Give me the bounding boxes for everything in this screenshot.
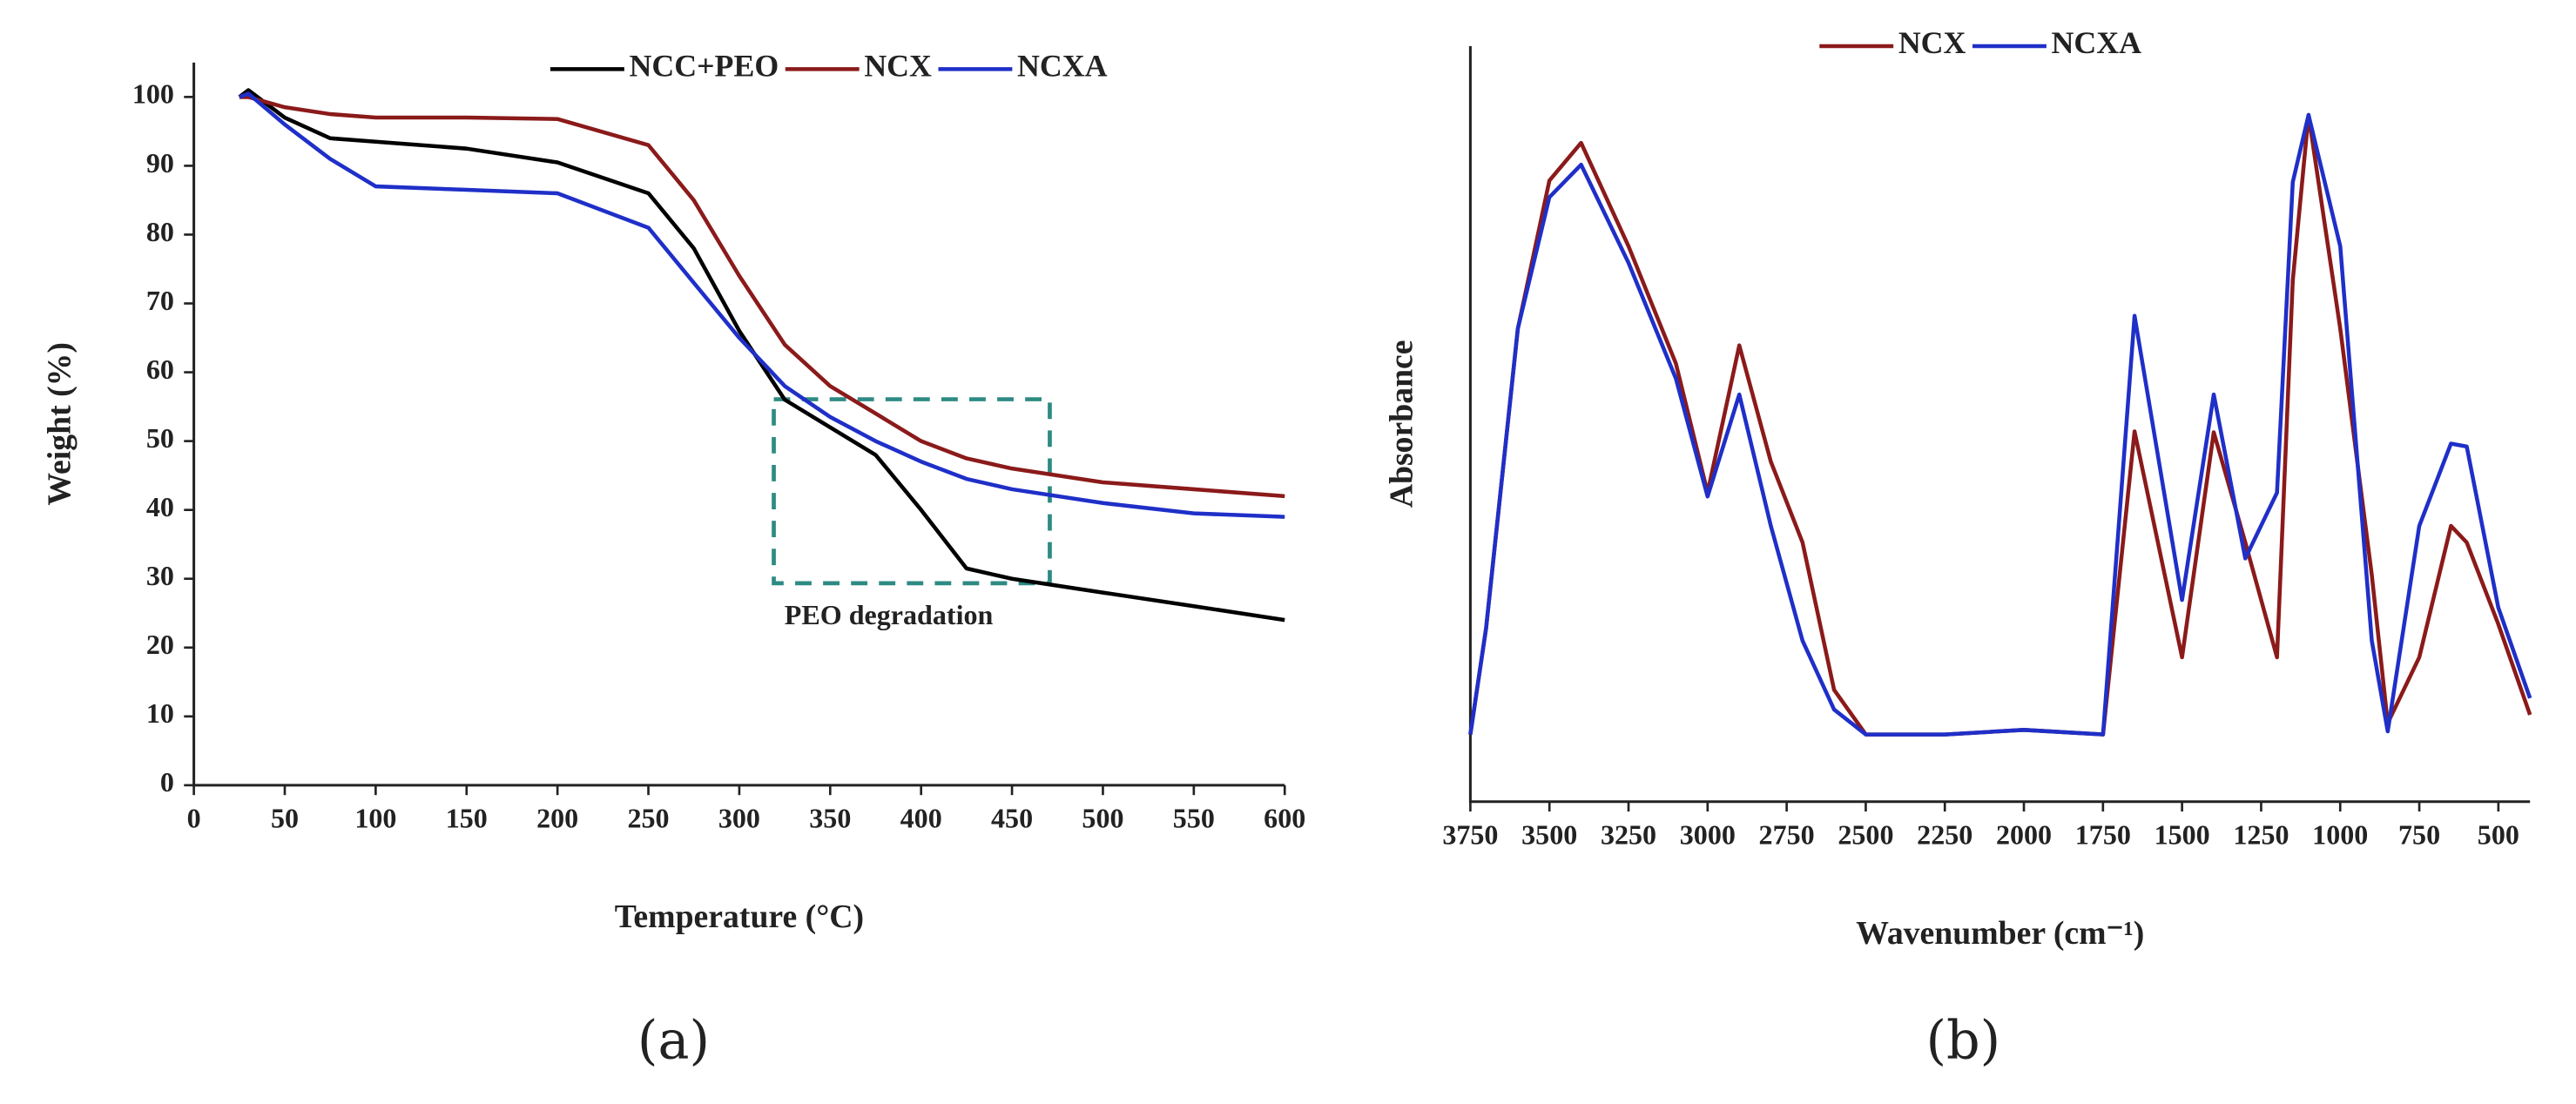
y-tick-label: 80 [146,216,174,247]
x-tick-label: 550 [1173,803,1215,834]
panel-label: (b) [1925,1011,2000,1072]
x-tick-label: 3250 [1601,819,1656,851]
y-axis-title: Weight (%) [41,342,78,506]
x-tick-label: 350 [809,803,851,834]
y-tick-label: 50 [146,422,174,454]
legend-label: NCC+PEO [630,49,779,84]
x-tick-label: 0 [187,803,201,834]
x-tick-label: 100 [354,803,396,834]
x-tick-label: 400 [900,803,942,834]
y-axis-title: Absorbance [1384,340,1420,508]
x-tick-label: 1750 [2075,819,2131,851]
legend-label: NCX [864,49,932,84]
x-tick-label: 1250 [2233,819,2289,851]
x-tick-label: 2250 [1917,819,1972,851]
highlight-box [772,397,1052,586]
x-tick-label: 2500 [1838,819,1893,851]
panel-label: (a) [637,1011,710,1072]
x-axis-title: Wavenumber (cm⁻¹) [1856,915,2144,952]
axis-line [192,62,1285,787]
legend-label: NCXA [2052,25,2142,60]
x-tick-label: 600 [1264,803,1305,834]
data-line [239,95,1285,499]
x-tick-label: 50 [271,803,299,834]
annotation: PEO degradation [785,599,994,630]
x-tick-label: 3000 [1680,819,1736,851]
legend-label: NCX [1898,25,1966,60]
x-tick-label: 300 [718,803,760,834]
x-axis-title: Temperature (°C) [615,899,864,935]
x-tick-label: 450 [991,803,1033,834]
y-tick-label: 10 [146,697,174,729]
y-tick-label: 60 [146,353,174,385]
y-tick-label: 90 [146,147,174,178]
x-tick-label: 500 [1082,803,1123,834]
x-tick-label: 1000 [2312,819,2368,851]
x-tick-label: 3750 [1442,819,1498,851]
y-tick-label: 20 [146,629,174,660]
x-tick-label: 500 [2478,819,2519,851]
x-tick-label: 1500 [2155,819,2210,851]
data-line [239,91,1285,519]
y-tick-label: 100 [132,78,174,110]
x-tick-label: 750 [2398,819,2440,851]
x-tick-label: 150 [446,803,488,834]
data-line [238,88,1285,623]
data-line [1468,112,2532,737]
x-tick-label: 2000 [1996,819,2052,851]
axis-line [1468,45,2531,804]
x-tick-label: 2750 [1759,819,1815,851]
y-tick-label: 40 [146,491,174,522]
legend-label: NCXA [1017,49,1108,84]
y-tick-label: 70 [146,285,174,316]
y-tick-label: 30 [146,560,174,591]
x-tick-label: 200 [536,803,578,834]
x-tick-label: 250 [627,803,669,834]
x-tick-label: 3500 [1521,819,1577,851]
y-tick-label: 0 [160,766,174,798]
